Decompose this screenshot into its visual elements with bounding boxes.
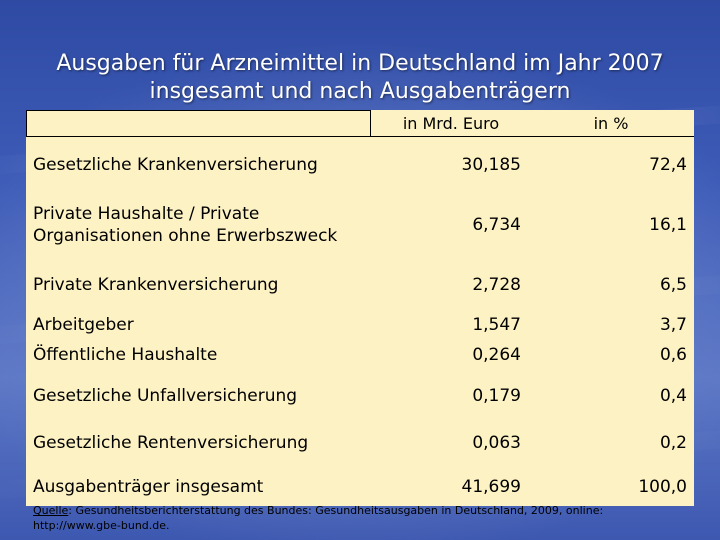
row-label: Private Haushalte / Private Organisation… bbox=[33, 204, 338, 246]
row-label: Gesetzliche Rentenversicherung bbox=[33, 433, 309, 453]
source-text: : Gesundheitsberichterstattung des Bunde… bbox=[33, 504, 604, 532]
total-row-label: Ausgabenträger insgesamt bbox=[33, 477, 264, 497]
total-value-mrd: 41,699 bbox=[461, 477, 521, 497]
row-value-mrd: 0,179 bbox=[472, 386, 521, 406]
column-header-mrd-euro: in Mrd. Euro bbox=[402, 114, 500, 133]
row-value-percent: 6,5 bbox=[659, 275, 687, 295]
total-value-percent: 100,0 bbox=[638, 477, 687, 497]
data-table: in Mrd. Euro in % Gesetzliche Krankenver… bbox=[26, 110, 694, 506]
row-value-mrd: 0,264 bbox=[472, 345, 521, 365]
row-value-mrd: 1,547 bbox=[472, 315, 521, 335]
row-value-percent: 0,4 bbox=[659, 386, 687, 406]
row-value-percent: 0,6 bbox=[659, 345, 687, 365]
row-value-mrd: 2,728 bbox=[472, 275, 521, 295]
header-divider bbox=[26, 136, 694, 137]
header-label-cell bbox=[26, 110, 371, 137]
column-header-percent: in % bbox=[593, 114, 629, 133]
row-value-percent: 3,7 bbox=[659, 315, 687, 335]
row-label: Private Krankenversicherung bbox=[33, 275, 279, 295]
row-label: Öffentliche Haushalte bbox=[33, 345, 218, 365]
row-value-percent: 16,1 bbox=[649, 215, 687, 235]
row-value-percent: 72,4 bbox=[649, 155, 687, 175]
row-label: Arbeitgeber bbox=[33, 315, 134, 335]
row-value-mrd: 6,734 bbox=[472, 215, 521, 235]
row-value-mrd: 0,063 bbox=[472, 433, 521, 453]
row-label: Gesetzliche Unfallversicherung bbox=[33, 386, 298, 406]
source-note: Quelle: Gesundheitsberichterstattung des… bbox=[33, 503, 693, 533]
source-label: Quelle bbox=[33, 504, 69, 517]
slide-title: Ausgaben für Arzneimittel in Deutschland… bbox=[56, 51, 664, 104]
row-value-mrd: 30,185 bbox=[461, 155, 521, 175]
row-value-percent: 0,2 bbox=[659, 433, 687, 453]
row-label: Gesetzliche Krankenversicherung bbox=[33, 155, 318, 175]
